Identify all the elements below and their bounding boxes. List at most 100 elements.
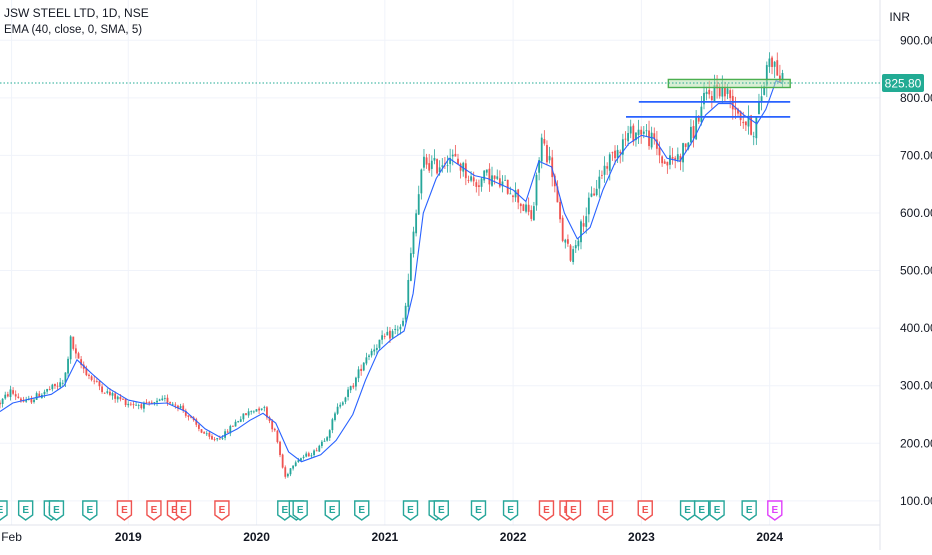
candle-body [355, 377, 357, 387]
candle-body [360, 368, 363, 371]
candle-body [598, 176, 601, 189]
candle-body [383, 336, 386, 337]
earnings-marker-letter: E [0, 505, 4, 516]
earnings-marker-icon[interactable] [679, 500, 696, 521]
candle-body [279, 441, 281, 456]
candle-body [650, 132, 653, 148]
candle-body [504, 179, 507, 181]
earnings-marker-icon[interactable] [709, 500, 725, 521]
candle-body [771, 57, 773, 67]
candle-body [174, 404, 177, 406]
earnings-marker-icon[interactable] [116, 500, 133, 521]
candle-body [122, 398, 124, 400]
candle-body [239, 419, 242, 422]
earnings-marker-icon[interactable] [324, 500, 340, 521]
candle-body [218, 438, 221, 440]
candle-body [245, 413, 247, 415]
candle-body [17, 396, 20, 398]
candle-body [320, 441, 323, 446]
earnings-marker-icon[interactable] [597, 500, 614, 521]
candle-body [90, 376, 93, 380]
candle-body [752, 136, 755, 138]
earnings-marker-icon[interactable] [470, 500, 487, 521]
price-tick-label: 900.00 [900, 33, 932, 47]
last-price-badge[interactable] [882, 74, 924, 93]
candle-body [682, 143, 684, 163]
candle-body [475, 182, 478, 187]
candle-body [496, 176, 499, 179]
candle-body [776, 60, 779, 76]
earnings-marker-icon[interactable] [82, 500, 98, 521]
candle-body [527, 204, 530, 212]
currency-label[interactable]: INR [889, 10, 910, 24]
candle-body [708, 89, 711, 95]
candle-body [25, 400, 28, 402]
candle-body [407, 279, 410, 307]
earnings-marker-icon[interactable] [565, 500, 582, 521]
candle-body [116, 396, 119, 400]
indicator-legend[interactable]: EMA (40, close, 0, SMA, 5) [4, 24, 143, 36]
ema-line[interactable] [0, 79, 783, 463]
earnings-marker-icon[interactable] [0, 500, 8, 521]
candle-body [373, 349, 376, 352]
earnings-marker-letter: E [684, 505, 691, 516]
earnings-marker-icon[interactable] [538, 500, 555, 521]
earnings-marker-icon[interactable] [292, 500, 308, 521]
candle-body [148, 402, 151, 403]
earnings-marker-icon[interactable] [354, 500, 370, 521]
candle-body [352, 385, 355, 388]
candle-body [67, 358, 69, 374]
candle-body [768, 58, 771, 67]
candle-body [773, 61, 776, 67]
earnings-marker-letter: E [180, 505, 187, 516]
candle-body [190, 416, 192, 418]
candle-body [72, 336, 75, 349]
candle-body [4, 394, 7, 399]
candle-body [525, 204, 527, 212]
earnings-marker-icon[interactable] [637, 500, 653, 521]
earnings-marker-icon[interactable] [146, 500, 162, 521]
candle-body [648, 130, 650, 147]
earnings-marker-letter: E [297, 505, 304, 516]
candle-body [747, 115, 750, 127]
symbol-title[interactable]: JSW STEEL LTD, 1D, NSE [4, 6, 149, 20]
earnings-marker-icon[interactable] [433, 500, 449, 521]
candle-body [362, 362, 365, 371]
earnings-marker-icon[interactable] [175, 500, 192, 521]
price-tick-label: 200.00 [900, 436, 932, 450]
candle-body [703, 92, 705, 105]
time-tick-label: 2023 [628, 530, 655, 544]
candle-body [273, 428, 276, 431]
earnings-marker-icon[interactable] [402, 500, 419, 521]
earnings-marker-icon[interactable] [48, 500, 65, 521]
earnings-marker-letter: E [281, 505, 288, 516]
candle-body [671, 156, 674, 159]
price-tick-label: 700.00 [900, 148, 932, 162]
candle-body [538, 160, 541, 173]
candle-body [485, 169, 488, 173]
earnings-marker-icon[interactable] [693, 500, 710, 521]
candle-body [56, 385, 59, 387]
candle-body [391, 331, 394, 338]
candle-body [763, 85, 766, 95]
candle-body [163, 398, 166, 399]
candle-body [480, 178, 483, 187]
earnings-marker-icon[interactable] [741, 500, 757, 521]
earnings-marker-icon[interactable] [214, 500, 230, 521]
candle-body [145, 402, 148, 404]
time-tick-label: 2019 [115, 530, 142, 544]
candle-body [742, 121, 745, 124]
earnings-marker-icon[interactable] [17, 500, 34, 521]
candle-body [69, 336, 72, 360]
candle-body [697, 117, 700, 122]
candle-body [258, 408, 261, 411]
candle-body [101, 386, 103, 393]
candle-body [315, 450, 318, 452]
earnings-marker-icon[interactable] [502, 500, 519, 521]
candle-body [509, 193, 512, 195]
candle-body [532, 206, 535, 221]
candle-body [399, 326, 402, 330]
candle-body [436, 159, 438, 174]
earnings-marker-icon[interactable] [767, 500, 783, 521]
